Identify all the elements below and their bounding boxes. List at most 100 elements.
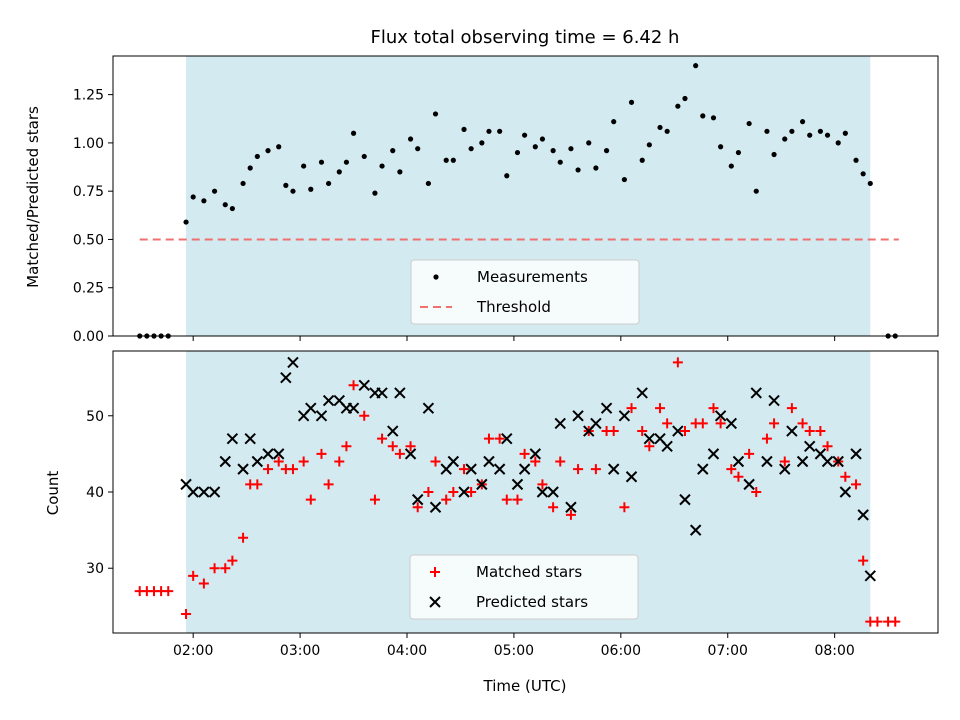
top-y-axis-label: Matched/Predicted stars — [24, 106, 42, 288]
data-point — [486, 128, 492, 134]
data-point — [744, 448, 755, 459]
y-tick-label: 0.00 — [73, 329, 104, 345]
data-point — [761, 455, 773, 468]
data-point — [198, 486, 210, 498]
data-point — [348, 380, 359, 391]
data-point — [497, 128, 503, 134]
data-point — [430, 456, 441, 467]
data-point — [379, 163, 385, 169]
legend-swatch-matched — [430, 567, 440, 577]
y-tick-label: 1.25 — [73, 88, 104, 104]
data-point — [728, 163, 734, 169]
data-point — [461, 126, 467, 132]
data-point — [621, 176, 627, 183]
data-point — [807, 132, 813, 138]
data-point — [468, 146, 474, 152]
data-point — [347, 402, 360, 414]
data-point — [839, 486, 852, 498]
data-point — [530, 456, 541, 467]
data-point — [789, 128, 795, 134]
legend-box — [410, 259, 640, 325]
data-point — [565, 509, 576, 520]
data-point — [822, 441, 833, 452]
y-tick-label: 50 — [86, 409, 104, 425]
data-point — [761, 433, 772, 444]
data-point — [832, 455, 844, 468]
data-point — [890, 616, 901, 627]
data-point — [850, 448, 862, 460]
data-point — [390, 148, 396, 154]
legend-label: Matched stars — [476, 563, 582, 581]
data-point — [603, 148, 610, 154]
data-point — [708, 403, 719, 414]
data-point — [240, 180, 246, 187]
data-point — [867, 180, 873, 187]
data-point — [211, 188, 218, 194]
x-axis-label: Time (UTC) — [483, 677, 567, 695]
data-point — [198, 578, 209, 589]
data-point — [568, 146, 574, 152]
data-point — [573, 464, 584, 475]
legend-label: Measurements — [477, 268, 588, 286]
legend: Matched stars Predicted stars — [409, 554, 639, 620]
data-point — [733, 471, 744, 482]
data-point — [287, 464, 298, 475]
data-point — [804, 426, 815, 437]
legend-label: Predicted stars — [476, 593, 588, 611]
chart-title: Flux total observing time = 6.42 h — [371, 27, 680, 48]
data-point — [341, 441, 352, 452]
data-point — [188, 570, 199, 581]
data-point — [860, 171, 866, 177]
data-point — [714, 410, 727, 422]
data-point — [208, 486, 221, 498]
data-point — [448, 487, 459, 497]
data-point — [483, 455, 495, 468]
data-point — [586, 140, 592, 146]
data-point — [725, 417, 738, 430]
data-point — [619, 502, 630, 513]
data-point — [700, 113, 706, 119]
data-point — [394, 387, 406, 399]
data-point — [251, 455, 264, 468]
data-point — [554, 417, 566, 430]
data-point — [864, 570, 876, 582]
data-point — [273, 456, 284, 467]
data-point — [301, 163, 307, 169]
data-point — [316, 448, 327, 459]
data-point — [387, 441, 398, 452]
data-point — [254, 153, 260, 160]
data-point — [779, 463, 791, 475]
data-point — [608, 426, 619, 437]
data-point — [662, 418, 673, 429]
data-point — [501, 494, 512, 505]
data-point — [450, 157, 456, 163]
data-point — [803, 440, 816, 452]
data-point — [405, 441, 416, 452]
data-point — [350, 130, 357, 136]
data-point — [287, 356, 299, 369]
data-point — [782, 136, 788, 142]
series-predicted-stars — [180, 356, 876, 582]
count-panel: 30 40 50 02:00 03:00 04:00 05:00 06:00 07:00 08:0… — [86, 350, 939, 659]
data-point — [244, 432, 256, 445]
data-point — [853, 157, 859, 163]
x-tick-label: 04:00 — [387, 643, 427, 659]
data-point — [222, 202, 228, 208]
data-point — [423, 487, 434, 497]
y-tick-label: 30 — [86, 561, 104, 577]
data-point — [799, 119, 806, 125]
data-point — [550, 148, 556, 154]
data-point — [511, 478, 524, 491]
data-point — [318, 159, 325, 165]
data-point — [237, 463, 249, 475]
data-point — [305, 402, 317, 414]
data-point — [432, 111, 439, 117]
data-point — [626, 403, 637, 414]
data-point — [548, 502, 559, 513]
data-point — [611, 119, 617, 125]
data-point — [190, 194, 196, 200]
data-point — [265, 148, 271, 154]
data-point — [411, 493, 424, 506]
data-point — [494, 433, 505, 444]
data-point — [715, 418, 726, 429]
